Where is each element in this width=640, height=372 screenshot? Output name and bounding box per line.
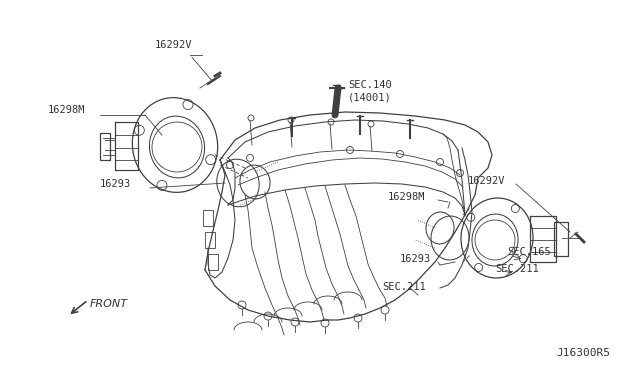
Text: SEC.165: SEC.165 — [507, 247, 551, 257]
Text: 16298M: 16298M — [48, 105, 86, 115]
Text: FRONT: FRONT — [90, 299, 128, 309]
Text: J16300R5: J16300R5 — [556, 348, 610, 358]
Text: (14001): (14001) — [348, 92, 392, 102]
Text: 16293: 16293 — [400, 254, 431, 264]
Text: SEC.140: SEC.140 — [348, 80, 392, 90]
Text: SEC.211: SEC.211 — [495, 264, 539, 274]
Text: 16292V: 16292V — [468, 176, 506, 186]
Text: 16292V: 16292V — [155, 40, 193, 50]
Text: SEC.211: SEC.211 — [382, 282, 426, 292]
Text: 16293: 16293 — [100, 179, 131, 189]
Text: 16298M: 16298M — [388, 192, 426, 202]
